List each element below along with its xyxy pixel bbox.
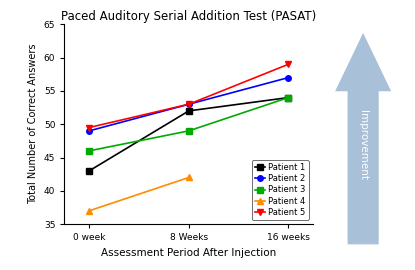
Line: Patient 1: Patient 1 (86, 95, 291, 174)
Patient 2 (286, 76, 291, 79)
Patient 3 (87, 149, 92, 153)
Patient 1 (186, 109, 191, 113)
Text: Improvement: Improvement (358, 110, 368, 180)
Patient 3 (186, 129, 191, 133)
Patient 5 (87, 126, 92, 129)
Line: Patient 5: Patient 5 (86, 62, 291, 130)
Line: Patient 4: Patient 4 (86, 175, 192, 214)
X-axis label: Assessment Period After Injection: Assessment Period After Injection (101, 248, 276, 258)
Patient 4 (87, 209, 92, 212)
Patient 1 (87, 169, 92, 173)
Y-axis label: Total Number of Correct Answers: Total Number of Correct Answers (28, 44, 38, 204)
Patient 2 (186, 103, 191, 106)
Polygon shape (335, 33, 391, 244)
Legend: Patient 1, Patient 2, Patient 3, Patient 4, Patient 5: Patient 1, Patient 2, Patient 3, Patient… (252, 160, 309, 220)
Title: Paced Auditory Serial Addition Test (PASAT): Paced Auditory Serial Addition Test (PAS… (61, 10, 317, 23)
Patient 5 (286, 63, 291, 66)
Patient 5 (186, 103, 191, 106)
Patient 4 (186, 176, 191, 179)
Patient 1 (286, 96, 291, 99)
Patient 3 (286, 96, 291, 99)
Patient 2 (87, 129, 92, 133)
Line: Patient 3: Patient 3 (86, 95, 291, 154)
Line: Patient 2: Patient 2 (86, 75, 291, 134)
